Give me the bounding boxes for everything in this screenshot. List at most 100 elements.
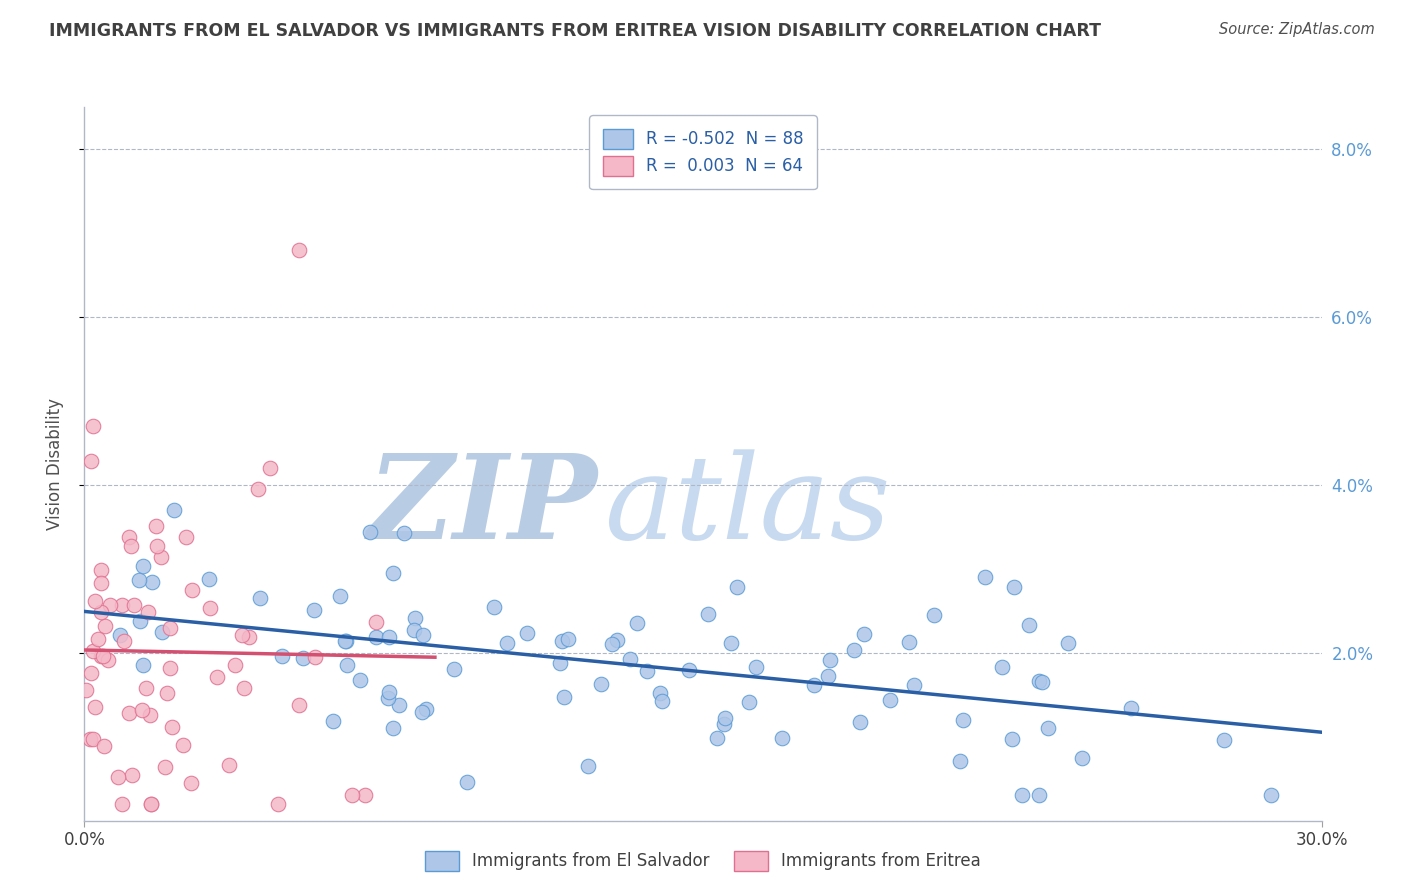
Point <box>1004 580 1026 594</box>
Point <box>626 615 648 630</box>
Point <box>141 797 163 811</box>
Point <box>163 503 186 517</box>
Point <box>342 789 364 803</box>
Point <box>233 681 256 695</box>
Point <box>135 681 157 696</box>
Point <box>128 574 150 588</box>
Point <box>349 673 371 688</box>
Point <box>818 652 841 666</box>
Point <box>159 661 181 675</box>
Point <box>180 776 202 790</box>
Point <box>903 678 925 692</box>
Point <box>174 529 197 543</box>
Point <box>725 580 748 594</box>
Point <box>336 657 359 672</box>
Point <box>156 686 179 700</box>
Point <box>124 598 146 612</box>
Point <box>218 758 240 772</box>
Point <box>714 711 737 725</box>
Point <box>160 720 183 734</box>
Y-axis label: Vision Disability: Vision Disability <box>45 398 63 530</box>
Point <box>949 754 972 768</box>
Point <box>249 591 271 605</box>
Point <box>636 665 658 679</box>
Point <box>120 539 142 553</box>
Point <box>359 524 381 539</box>
Point <box>322 714 344 729</box>
Point <box>121 768 143 782</box>
Point <box>132 559 155 574</box>
Point <box>377 630 399 644</box>
Point <box>952 714 974 728</box>
Point <box>548 656 571 670</box>
Point <box>849 715 872 730</box>
Point <box>600 637 623 651</box>
Point <box>591 676 613 690</box>
Point <box>107 770 129 784</box>
Point <box>678 663 700 677</box>
Point <box>377 690 399 705</box>
Point <box>198 572 221 586</box>
Point <box>87 632 110 646</box>
Text: atlas: atlas <box>605 450 890 564</box>
Point <box>93 739 115 754</box>
Text: ZIP: ZIP <box>368 450 598 564</box>
Point <box>75 683 97 698</box>
Point <box>381 566 404 580</box>
Point <box>1018 617 1040 632</box>
Point <box>136 605 159 619</box>
Point <box>817 669 839 683</box>
Point <box>606 632 628 647</box>
Point <box>456 775 478 789</box>
Point <box>1213 733 1236 747</box>
Point <box>246 482 269 496</box>
Point <box>131 703 153 717</box>
Point <box>1260 789 1282 803</box>
Point <box>80 454 103 468</box>
Point <box>82 732 104 747</box>
Point <box>82 644 104 658</box>
Point <box>411 705 433 719</box>
Point <box>111 598 134 612</box>
Point <box>353 789 375 803</box>
Point <box>366 630 388 644</box>
Point <box>288 243 311 257</box>
Point <box>139 707 162 722</box>
Point <box>648 686 671 700</box>
Point <box>172 738 194 752</box>
Point <box>852 627 875 641</box>
Point <box>738 695 761 709</box>
Point <box>333 634 356 648</box>
Point <box>404 611 426 625</box>
Point <box>364 615 387 629</box>
Point <box>745 660 768 674</box>
Point <box>302 603 325 617</box>
Point <box>974 570 997 584</box>
Point <box>90 563 112 577</box>
Point <box>112 634 135 648</box>
Point <box>898 635 921 649</box>
Point <box>576 759 599 773</box>
Point <box>879 693 901 707</box>
Point <box>651 694 673 708</box>
Point <box>516 626 538 640</box>
Point <box>270 649 292 664</box>
Point <box>145 519 167 533</box>
Point <box>129 614 152 628</box>
Point <box>720 636 742 650</box>
Point <box>159 621 181 635</box>
Point <box>1031 675 1053 690</box>
Text: IMMIGRANTS FROM EL SALVADOR VS IMMIGRANTS FROM ERITREA VISION DISABILITY CORRELA: IMMIGRANTS FROM EL SALVADOR VS IMMIGRANT… <box>49 22 1101 40</box>
Point <box>83 700 105 714</box>
Point <box>118 530 141 544</box>
Point <box>79 731 101 746</box>
Point <box>770 731 793 745</box>
Point <box>111 797 134 811</box>
Point <box>205 670 228 684</box>
Point <box>97 653 120 667</box>
Point <box>443 662 465 676</box>
Point <box>329 589 352 603</box>
Point <box>132 657 155 672</box>
Point <box>1028 789 1050 803</box>
Point <box>842 643 865 657</box>
